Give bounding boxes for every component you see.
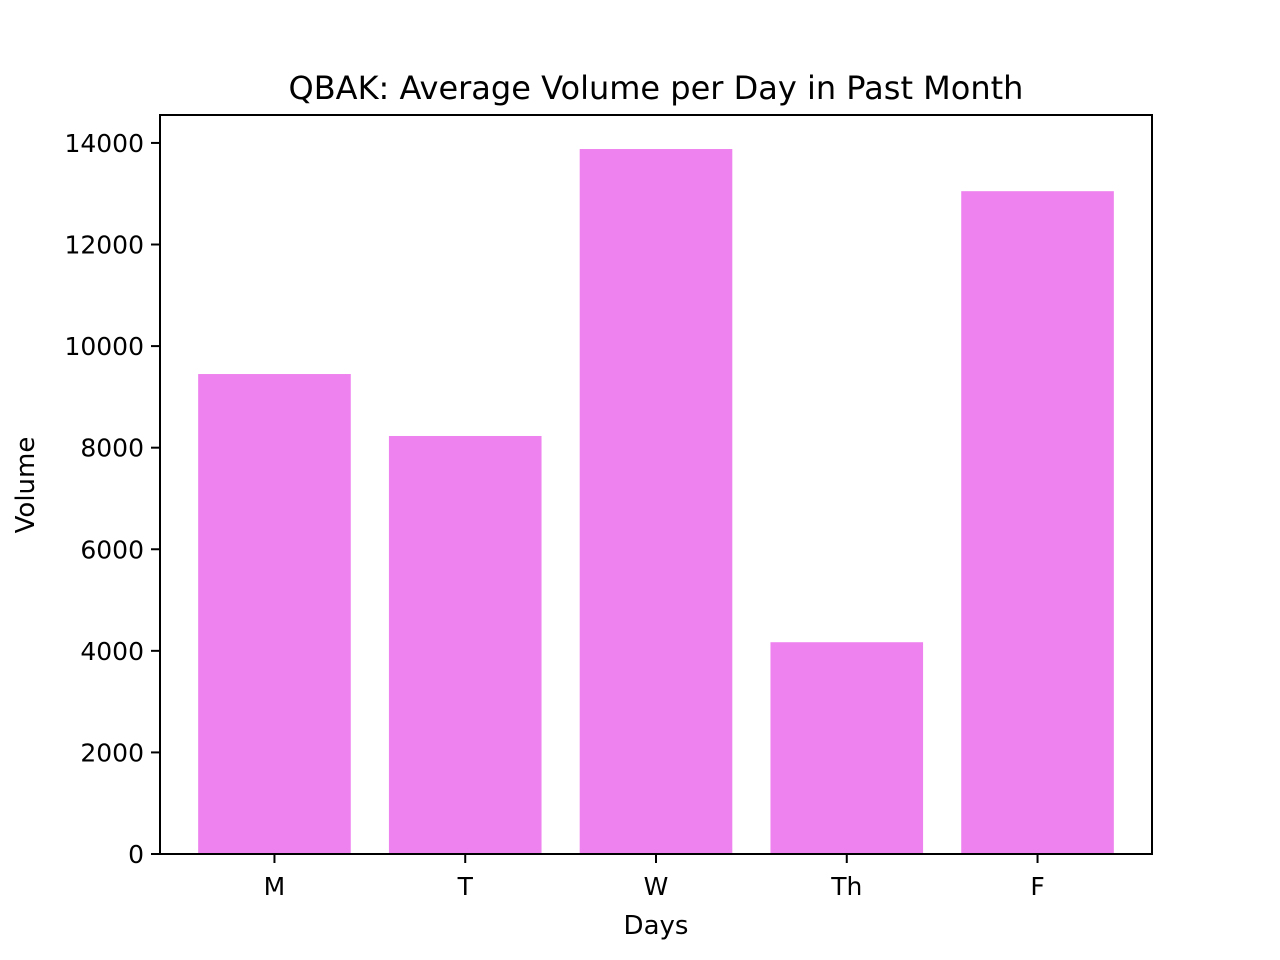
x-tick-label: T — [457, 872, 474, 901]
y-tick-label: 14000 — [64, 129, 144, 158]
y-tick-label: 12000 — [64, 231, 144, 260]
bars-group — [198, 149, 1114, 855]
y-tick-label: 2000 — [80, 738, 144, 767]
bar-th — [770, 642, 924, 854]
x-tick-label: M — [264, 872, 286, 901]
x-tick-label: F — [1030, 872, 1044, 901]
x-axis-ticks: M T W Th F — [264, 854, 1045, 901]
y-tick-label: 6000 — [80, 535, 144, 564]
x-tick-label: W — [644, 872, 669, 901]
bar-f — [961, 191, 1114, 855]
y-tick-label: 4000 — [80, 637, 144, 666]
y-tick-label: 0 — [128, 840, 144, 869]
bar-m — [198, 374, 351, 854]
bar-w — [579, 149, 733, 855]
plot-frame — [159, 114, 1153, 855]
chart-title: QBAK: Average Volume per Day in Past Mon… — [289, 69, 1024, 107]
y-tick-label: 10000 — [64, 332, 144, 361]
x-axis-label: Days — [624, 911, 689, 941]
bar-t — [388, 435, 542, 854]
y-axis-ticks: 0 2000 4000 6000 8000 10000 12000 14000 — [64, 129, 160, 869]
y-axis-label: Volume — [11, 437, 41, 534]
x-tick-label: Th — [830, 872, 862, 901]
y-tick-label: 8000 — [80, 434, 144, 463]
